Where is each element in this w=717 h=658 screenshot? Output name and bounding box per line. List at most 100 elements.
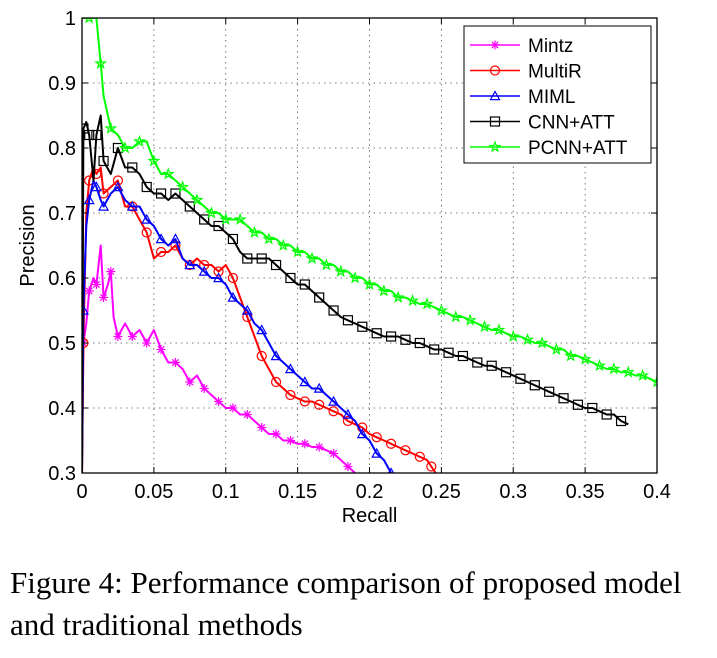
x-tick-label: 0.2 <box>356 481 384 503</box>
data-point-miml <box>198 265 210 276</box>
y-tick-label: 0.3 <box>48 463 76 485</box>
data-point-cnn-att <box>199 214 210 225</box>
data-point-mintz <box>329 449 339 458</box>
data-point-miml <box>90 181 102 192</box>
data-point-cnn-att <box>472 357 483 368</box>
data-point-multir <box>285 389 296 401</box>
data-point-miml <box>342 408 354 419</box>
x-axis-label: Recall <box>342 505 398 527</box>
data-point-multir <box>299 396 310 407</box>
series-line-cnn-att <box>82 114 629 473</box>
series-pcnn-att <box>82 18 657 388</box>
data-point-mintz <box>300 439 310 449</box>
data-point-cnn-att <box>558 393 569 404</box>
data-point-pcnn-att <box>104 121 118 134</box>
data-point-pcnn-att <box>434 303 448 316</box>
data-point-cnn-att <box>82 123 89 134</box>
data-point-pcnn-att <box>564 349 578 362</box>
data-point-multir <box>91 168 102 180</box>
data-point-cnn-att <box>328 305 339 316</box>
data-point-cnn-att <box>84 129 95 141</box>
data-point-cnn-att <box>443 347 454 358</box>
data-point-pcnn-att <box>377 284 391 297</box>
data-point-cnn-att <box>385 331 397 342</box>
data-point-pcnn-att <box>247 225 262 238</box>
data-point-mintz <box>99 293 109 302</box>
data-point-multir <box>256 350 267 362</box>
y-tick-label: 0.9 <box>48 73 76 95</box>
data-point-multir <box>112 175 124 186</box>
series-line-multir <box>82 166 437 473</box>
data-point-pcnn-att <box>362 277 377 290</box>
data-point-pcnn-att <box>94 56 108 69</box>
legend-label: PCNN+ATT <box>528 138 628 159</box>
x-tick-label: 0.3 <box>499 481 527 503</box>
data-point-cnn-att <box>314 292 325 303</box>
data-point-mintz <box>127 332 137 341</box>
legend-marker-asterisk <box>490 40 500 50</box>
data-point-miml <box>256 324 268 335</box>
data-point-multir <box>227 272 239 284</box>
legend-item-multir: MultiR <box>470 62 582 83</box>
data-point-pcnn-att <box>118 141 132 154</box>
data-point-pcnn-att <box>621 365 635 378</box>
data-point-multir <box>414 451 425 462</box>
y-axis-label: Precision <box>17 204 39 286</box>
data-point-cnn-att <box>572 399 584 410</box>
data-point-mintz <box>257 423 267 432</box>
data-point-pcnn-att <box>319 258 333 271</box>
data-point-pcnn-att <box>477 320 492 333</box>
data-point-cnn-att <box>98 155 109 167</box>
data-point-multir <box>400 445 411 456</box>
data-point-cnn-att <box>400 334 411 345</box>
x-tick-label: 0 <box>76 481 87 503</box>
data-point-cnn-att <box>457 350 469 362</box>
data-point-cnn-att <box>285 272 296 284</box>
data-point-miml <box>241 304 253 315</box>
series-cnn-att <box>82 114 629 473</box>
data-point-pcnn-att <box>85 18 94 24</box>
data-point-multir <box>213 266 224 277</box>
data-point-cnn-att <box>486 360 497 371</box>
data-point-cnn-att <box>615 415 627 427</box>
data-point-multir <box>426 461 437 472</box>
data-point-multir <box>342 415 354 427</box>
legend-marker-triangle <box>489 90 501 101</box>
data-point-pcnn-att <box>592 358 607 372</box>
data-point-pcnn-att <box>147 154 161 167</box>
data-point-mintz <box>156 345 166 354</box>
data-point-pcnn-att <box>650 375 657 388</box>
data-point-cnn-att <box>587 402 598 414</box>
data-point-multir <box>199 259 210 271</box>
x-tick-label: 0.4 <box>643 481 671 503</box>
data-point-cnn-att <box>155 188 167 199</box>
data-point-mintz <box>228 403 238 413</box>
data-point-pcnn-att <box>636 368 650 381</box>
x-tick-label: 0.05 <box>134 481 173 503</box>
data-point-pcnn-att <box>521 333 535 346</box>
series-miml <box>82 179 395 473</box>
y-tick-label: 0.6 <box>48 268 76 290</box>
data-point-multir <box>371 432 382 443</box>
figure-caption: Figure 4: Performance comparison of prop… <box>10 565 682 642</box>
data-point-mintz <box>185 377 195 387</box>
data-point-pcnn-att <box>161 167 175 180</box>
data-point-miml <box>184 259 196 270</box>
data-point-miml <box>227 291 239 302</box>
data-point-miml <box>83 194 95 205</box>
data-point-pcnn-att <box>549 342 563 355</box>
legend: Mintz MultiR MIML CNN+ATT PCNN+ATT <box>463 25 652 164</box>
data-point-miml <box>356 428 368 439</box>
data-point-pcnn-att <box>262 232 276 245</box>
legend-marker-square <box>489 116 501 127</box>
data-point-miml <box>328 395 340 406</box>
data-point-pcnn-att <box>204 206 218 219</box>
data-point-cnn-att <box>414 337 425 349</box>
legend-marker-star <box>488 140 502 153</box>
data-point-cnn-att <box>242 253 253 264</box>
data-point-miml <box>112 181 124 192</box>
series-mintz <box>82 244 356 473</box>
data-point-mintz <box>91 280 101 289</box>
legend-label: CNN+ATT <box>528 113 615 134</box>
data-point-miml <box>371 447 383 458</box>
